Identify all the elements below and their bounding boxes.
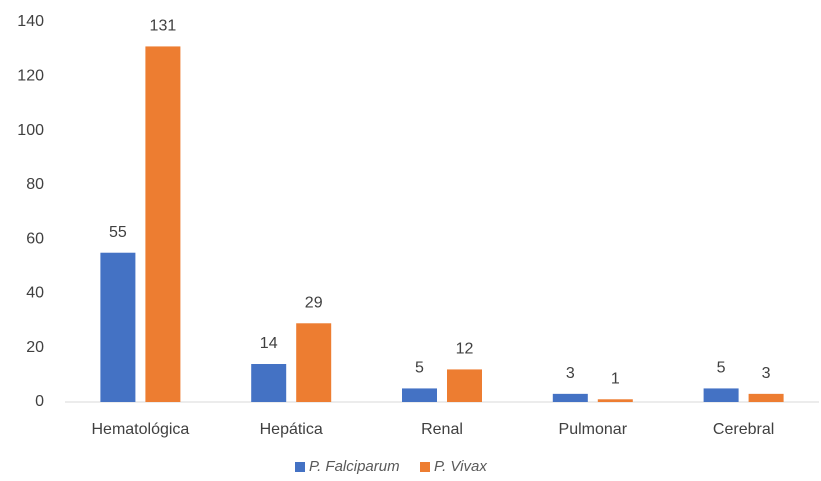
value-label: 3 bbox=[762, 365, 771, 382]
bar bbox=[703, 388, 739, 402]
x-tick-label: Pulmonar bbox=[559, 421, 628, 438]
y-tick-label: 0 bbox=[35, 393, 44, 410]
bar bbox=[552, 393, 588, 402]
bar bbox=[748, 393, 784, 402]
legend-text: P. Vivax bbox=[434, 458, 487, 475]
bar bbox=[296, 323, 332, 402]
value-label: 55 bbox=[109, 224, 127, 241]
y-tick-label: 60 bbox=[26, 230, 44, 247]
x-tick-label: Hematológica bbox=[91, 421, 189, 438]
bar bbox=[145, 46, 181, 403]
value-label: 131 bbox=[150, 18, 177, 35]
y-tick-label: 40 bbox=[26, 285, 44, 302]
value-label: 5 bbox=[415, 360, 424, 377]
y-tick-label: 20 bbox=[26, 339, 44, 356]
value-label: 29 bbox=[305, 295, 323, 312]
value-label: 12 bbox=[456, 341, 474, 358]
legend-text: P. Falciparum bbox=[309, 458, 400, 475]
x-tick-label: Hepática bbox=[260, 421, 323, 438]
y-tick-label: 140 bbox=[17, 13, 44, 30]
y-tick-label: 100 bbox=[17, 122, 44, 139]
value-label: 3 bbox=[566, 365, 575, 382]
bar bbox=[100, 252, 136, 402]
legend-swatch bbox=[295, 462, 305, 472]
bar bbox=[251, 364, 287, 402]
y-tick-label: 80 bbox=[26, 176, 44, 193]
bar bbox=[597, 399, 633, 402]
legend-swatch bbox=[420, 462, 430, 472]
bar bbox=[402, 388, 437, 402]
value-label: 14 bbox=[260, 335, 278, 352]
y-tick-label: 120 bbox=[17, 68, 44, 85]
bar bbox=[447, 369, 482, 402]
value-label: 1 bbox=[611, 371, 620, 388]
x-tick-label: Renal bbox=[421, 421, 463, 438]
x-tick-label: Cerebral bbox=[713, 421, 774, 438]
value-label: 5 bbox=[717, 360, 726, 377]
